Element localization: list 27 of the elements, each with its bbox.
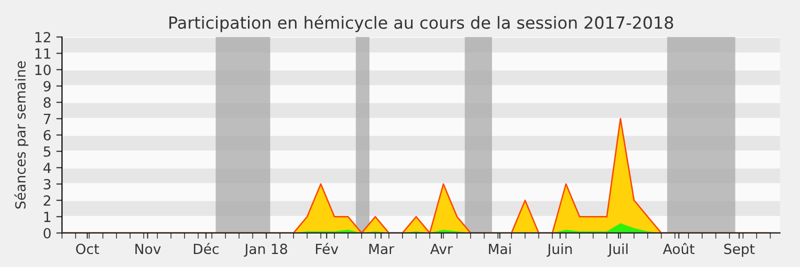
y-tick-label: 8 (44, 97, 51, 108)
x-tick-label: Juin (546, 243, 572, 257)
y-tick-label: 11 (35, 48, 50, 59)
y-tick-label: 5 (44, 146, 50, 157)
y-tick-label: 10 (35, 64, 51, 76)
x-tick-label: Jan 18 (244, 244, 288, 257)
x-tick-label: Mai (488, 243, 511, 254)
y-tick-label: 3 (44, 178, 50, 190)
x-tick-label: Avr (430, 244, 453, 254)
y-tick-label: 0 (44, 228, 51, 238)
chart-title: Participation en hémicycle au cours de la session 2017-2018 (169, 15, 674, 32)
y-tick-label: 4 (43, 162, 51, 173)
x-tick-label: Juil (607, 243, 628, 257)
y-tick-label: 12 (35, 32, 50, 42)
y-tick-label: 6 (44, 130, 51, 140)
x-tick-label: Fév (316, 242, 338, 254)
y-tick-label: 7 (44, 114, 50, 124)
x-tick-label: Déc (194, 242, 219, 254)
x-tick-label: Nov (135, 244, 161, 254)
x-tick-label: Août (662, 242, 694, 254)
y-axis-title: Séances par semaine (14, 61, 28, 209)
y-tick-label: 9 (44, 80, 51, 92)
x-tick-label: Oct (76, 244, 99, 254)
y-tick-label: 2 (44, 195, 50, 206)
x-tick-label: Mar (369, 244, 394, 254)
y-tick-label: 1 (44, 212, 50, 222)
x-tick-label: Sept (724, 244, 755, 257)
